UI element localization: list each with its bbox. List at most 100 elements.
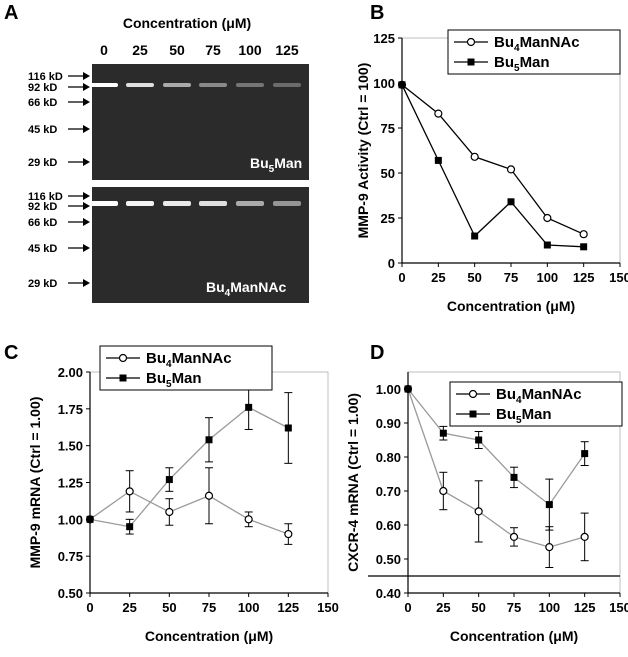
- data-point-d-filled-square: [475, 436, 483, 444]
- y-tick-label-d: 0.60: [376, 518, 401, 533]
- panel-letter-b: B: [370, 2, 385, 24]
- legend-box-d: [449, 381, 623, 427]
- data-point-b-open-circle: [434, 109, 443, 118]
- data-point-d-filled-square: [439, 429, 447, 437]
- y-tick-label-b: 25: [381, 211, 395, 226]
- legend-label-c-2: Bu5Man: [146, 370, 202, 390]
- data-point-b-filled-square: [580, 243, 588, 251]
- y-tick-label-d: 0.70: [376, 484, 401, 499]
- data-point-d-open-circle: [545, 542, 554, 552]
- gel-concentration-title: Concentration (μM): [123, 15, 251, 31]
- data-point-d-open-circle: [439, 486, 448, 496]
- y-tick-label-c: 0.50: [58, 586, 83, 601]
- gel-bottom-band: [163, 201, 191, 206]
- gel-top-marker-arrow-head: [83, 83, 90, 91]
- x-tick-label-c: 100: [238, 600, 260, 615]
- series-line-d-1: [407, 388, 585, 548]
- gel-top-band: [236, 83, 264, 87]
- data-point-b-open-circle: [470, 152, 479, 161]
- x-tick-label-c: 50: [162, 600, 176, 615]
- y-tick-label-b: 125: [373, 31, 395, 46]
- gel-bottom-band: [90, 201, 118, 206]
- gel-top-band: [273, 83, 301, 87]
- x-tick-label-d: 150: [609, 600, 628, 615]
- y-tick-label-b: 50: [381, 166, 395, 181]
- y-tick-label-d: 0.50: [376, 552, 401, 567]
- gel-top-name: Bu5Man: [250, 155, 302, 175]
- gel-bottom-marker-arrow-head: [83, 244, 90, 252]
- legend-box-c: [99, 345, 273, 391]
- data-point-d-filled-square: [510, 473, 518, 481]
- gel-top-marker-label: 116 kD: [28, 71, 63, 83]
- gel-bottom: [92, 187, 309, 303]
- data-point-b-filled-square: [507, 198, 515, 206]
- gel-lane-label-50: 50: [169, 42, 185, 58]
- x-tick-label-c: 75: [202, 600, 216, 615]
- legend-marker-c-open-circle: [118, 353, 128, 363]
- gel-lane-label-25: 25: [132, 42, 148, 58]
- gel-bottom-marker-label: 29 kD: [28, 278, 57, 290]
- data-point-b-open-circle: [543, 213, 552, 223]
- x-tick-label-c: 0: [86, 600, 93, 615]
- series-line-c-2: [89, 406, 289, 528]
- data-point-b-filled-square: [434, 156, 442, 164]
- y-tick-label-d: 1.00: [376, 382, 401, 397]
- series-line-d-2: [407, 388, 586, 506]
- data-point-c-filled-square: [86, 515, 94, 523]
- x-tick-label-d: 75: [507, 600, 521, 615]
- y-tick-label-b: 75: [381, 121, 395, 136]
- data-point-d-filled-square: [581, 450, 589, 458]
- gel-bottom-marker-arrow-head: [83, 192, 90, 200]
- legend-label-d-2: Bu5Man: [496, 406, 552, 426]
- gel-top-marker-label: 45 kD: [28, 124, 57, 136]
- x-tick-label-d: 50: [471, 600, 485, 615]
- y-tick-label-c: 2.00: [58, 365, 83, 380]
- legend-label-d-1: Bu4ManNAc: [496, 386, 582, 406]
- data-point-b-filled-square: [398, 81, 406, 89]
- gel-top-marker-arrow-head: [83, 125, 90, 133]
- gel-bottom-name: Bu4ManNAc: [206, 279, 286, 299]
- y-tick-label-b: 0: [388, 256, 395, 271]
- gel-bottom-marker-label: 92 kD: [28, 201, 57, 213]
- gel-bottom-marker-arrow-head: [83, 202, 90, 210]
- gel-bottom-band: [236, 201, 264, 206]
- gel-top-marker-arrow-head: [83, 72, 90, 80]
- x-tick-label-b: 100: [536, 270, 558, 285]
- x-tick-label-c: 25: [122, 600, 136, 615]
- gel-bottom-marker-label: 116 kD: [28, 191, 63, 203]
- x-tick-label-d: 125: [574, 600, 596, 615]
- x-tick-label-d: 0: [404, 600, 411, 615]
- y-tick-label-c: 1.00: [58, 512, 83, 527]
- y-tick-label-d: 0.90: [376, 416, 401, 431]
- gel-top-band: [199, 83, 227, 87]
- gel-top-band: [90, 83, 118, 87]
- data-point-b-filled-square: [543, 241, 551, 249]
- gel-top-marker-arrow-head: [83, 98, 90, 106]
- x-tick-label-b: 25: [431, 270, 445, 285]
- legend-box-b: [447, 29, 621, 75]
- y-axis-title-b: MMP-9 Activity (Ctrl = 100): [355, 63, 371, 239]
- x-tick-label-b: 125: [573, 270, 595, 285]
- legend-label-b-2: Bu5Man: [494, 54, 550, 74]
- gel-lane-label-0: 0: [100, 42, 108, 58]
- data-point-d-open-circle: [474, 507, 483, 516]
- x-tick-label-b: 150: [609, 270, 628, 285]
- data-point-c-open-circle: [125, 487, 134, 496]
- data-point-d-open-circle: [580, 532, 589, 542]
- legend-marker-b-open-circle: [466, 37, 476, 47]
- gel-bottom-band: [126, 201, 154, 206]
- data-point-d-filled-square: [545, 501, 553, 509]
- gel-bottom-band: [273, 201, 301, 206]
- x-tick-label-b: 0: [398, 270, 405, 285]
- x-axis-title-d: Concentration (μM): [450, 628, 578, 644]
- x-axis-title-b: Concentration (μM): [447, 298, 575, 314]
- panel-letter-c: C: [4, 342, 19, 364]
- data-point-b-filled-square: [471, 232, 479, 240]
- data-point-c-open-circle: [204, 491, 214, 500]
- legend-marker-d-open-circle: [468, 389, 478, 399]
- data-point-c-filled-square: [205, 436, 213, 444]
- data-point-c-filled-square: [165, 476, 173, 484]
- gel-bottom-marker-arrow-head: [83, 218, 90, 226]
- data-point-d-filled-square: [404, 385, 412, 393]
- series-line-b-2: [401, 84, 584, 248]
